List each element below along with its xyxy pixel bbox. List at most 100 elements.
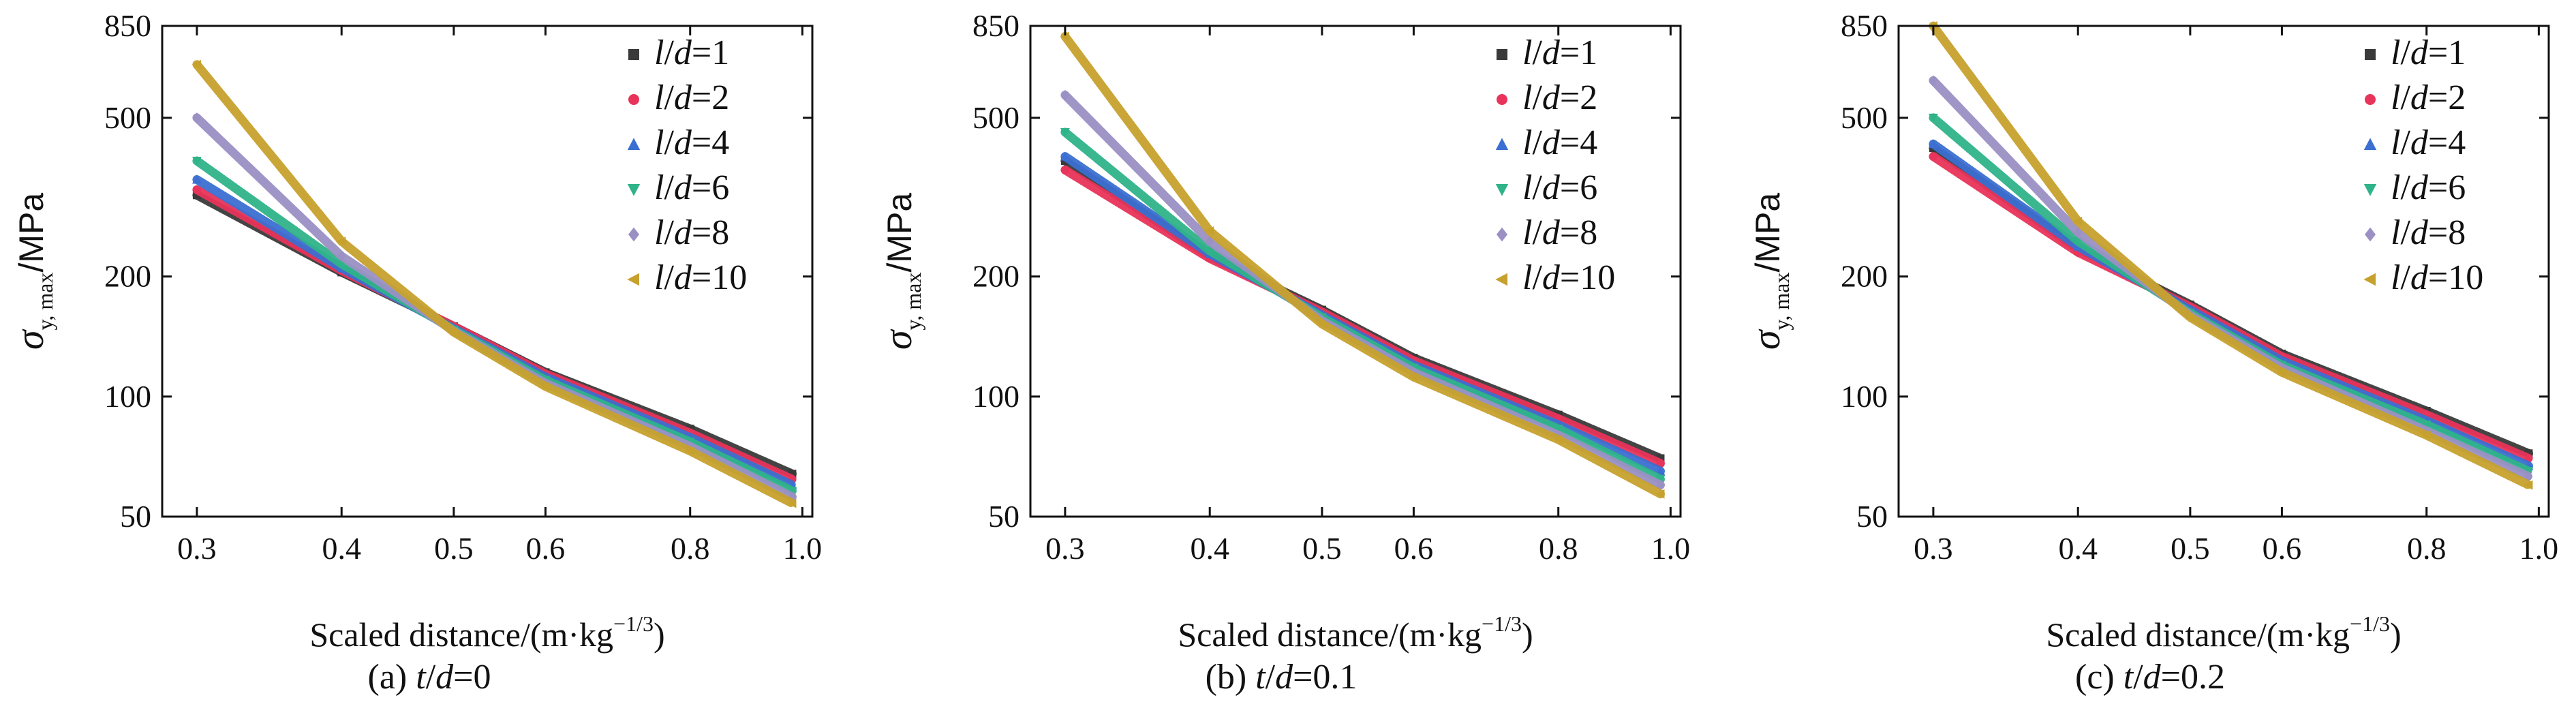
data-point [2524, 480, 2533, 490]
data-point [787, 487, 797, 496]
legend-marker [627, 184, 641, 196]
legend-marker [2363, 138, 2377, 150]
x-tick-label: 1.0 [2519, 531, 2559, 566]
legend-label: l/d=8 [654, 213, 729, 252]
x-tick-label: 0.5 [434, 531, 474, 566]
x-tick-label: 0.4 [1190, 531, 1229, 566]
y-tick-label: 850 [972, 8, 1019, 43]
panel-3: 0.3 0.4 0.5 0.6 0.8 1.050100200500850l/d=1l/d… [1744, 8, 2558, 697]
y-axis-label: σy, max/MPa [1744, 193, 1794, 350]
legend-label: l/d=6 [2391, 168, 2466, 207]
legend-label: l/d=10 [1522, 258, 1615, 297]
data-point [1206, 236, 1214, 247]
data-point [540, 382, 550, 391]
x-tick-label: 0.4 [2058, 531, 2098, 566]
data-point [1409, 372, 1418, 382]
y-tick-label: 50 [120, 499, 151, 534]
series-line-l-d10 [1929, 21, 2533, 490]
legend-marker [1497, 227, 1507, 242]
x-tick-label: 0.8 [1539, 531, 1578, 566]
legend-label: l/d=4 [654, 123, 729, 162]
legend-label: l/d=2 [654, 78, 729, 117]
x-tick-label: 0.8 [2407, 531, 2447, 566]
legend-marker [627, 273, 639, 286]
legend-marker [1497, 49, 1507, 60]
y-axis-label: σy, max/MPa [7, 193, 57, 350]
legend-marker [1495, 184, 1509, 196]
data-point [1929, 75, 1937, 86]
legend-label: l/d=2 [1522, 78, 1597, 117]
data-point [192, 185, 201, 194]
x-tick-label: 1.0 [783, 531, 823, 566]
legend-label: l/d=4 [2391, 123, 2466, 162]
legend-marker [628, 94, 639, 105]
x-tick-label: 0.3 [1914, 531, 1953, 566]
data-point [1655, 489, 1665, 499]
legend: l/d=1 l/d=2 l/d=4 l/d=6 l/d=8 l/d=10 [1495, 33, 1615, 297]
data-point [192, 156, 202, 166]
plot-frame [161, 25, 814, 518]
legend-marker [628, 49, 639, 60]
legend-marker [2365, 94, 2376, 105]
series-group [1928, 21, 2534, 490]
y-tick-label: 100 [104, 379, 151, 414]
data-point [2185, 312, 2194, 322]
data-point [1655, 466, 1666, 476]
x-tick-label: 0.6 [526, 531, 566, 566]
data-point [685, 446, 694, 456]
data-point [337, 237, 346, 247]
data-point [192, 174, 202, 184]
panel-caption: (b) t/d=0.1 [1206, 658, 1358, 697]
legend-label: l/d=2 [2391, 78, 2466, 117]
y-tick-label: 500 [104, 100, 151, 135]
data-point [2421, 430, 2431, 440]
plot-frame [1897, 25, 2550, 518]
data-point [191, 59, 201, 70]
x-axis-label: Scaled distance/(m·kg−1/3) [309, 611, 664, 654]
y-tick-label: 200 [972, 259, 1019, 294]
legend-label: l/d=8 [1522, 213, 1597, 252]
legend-label: l/d=10 [2391, 258, 2483, 297]
y-tick-label: 100 [1841, 379, 1888, 414]
x-tick-label: 0.6 [1394, 531, 1434, 566]
x-axis-label: Scaled distance/(m·kg−1/3) [2046, 611, 2401, 654]
y-tick-label: 200 [104, 259, 151, 294]
legend-marker [1495, 273, 1507, 286]
data-point [337, 250, 346, 262]
legend-marker [1495, 138, 1509, 150]
x-tick-label: 0.3 [1045, 531, 1085, 566]
data-point [1205, 246, 1215, 256]
legend-marker [628, 227, 639, 242]
legend-label: l/d=8 [2391, 213, 2466, 252]
legend: l/d=1 l/d=2 l/d=4 l/d=6 l/d=8 l/d=10 [627, 33, 747, 297]
data-point [1060, 89, 1069, 101]
legend-label: l/d=4 [1522, 123, 1597, 162]
legend-label: l/d=6 [654, 168, 729, 207]
legend-label: l/d=10 [654, 258, 747, 297]
data-point [1553, 435, 1563, 444]
data-point [2277, 367, 2286, 378]
data-point [2524, 471, 2533, 483]
x-tick-label: 0.5 [2171, 531, 2210, 566]
legend-label: l/d=1 [1522, 33, 1597, 72]
y-tick-label: 50 [1856, 499, 1888, 534]
legend: l/d=1 l/d=2 l/d=4 l/d=6 l/d=8 l/d=10 [2363, 33, 2483, 297]
legend-label: l/d=1 [2391, 33, 2466, 72]
data-point [1929, 113, 1938, 123]
panel-2: 0.3 0.4 0.5 0.6 0.8 1.050100200500850l/d=1l/d… [876, 8, 1690, 697]
x-tick-label: 0.6 [2263, 531, 2302, 566]
x-axis-label: Scaled distance/(m·kg−1/3) [1178, 611, 1533, 654]
y-axis-label: σy, max/MPa [876, 193, 925, 350]
panel-caption: (a) t/d=0 [368, 658, 491, 697]
data-point [448, 327, 458, 337]
data-point [1929, 152, 1937, 161]
data-point [2074, 227, 2083, 238]
x-tick-label: 0.5 [1302, 531, 1342, 566]
panel-caption: (c) t/d=0.2 [2075, 658, 2225, 697]
series-line-l-d10 [192, 60, 797, 508]
data-point [1060, 166, 1069, 174]
x-tick-label: 1.0 [1651, 531, 1691, 566]
legend-marker [2365, 49, 2376, 60]
legend-label: l/d=1 [654, 33, 729, 72]
